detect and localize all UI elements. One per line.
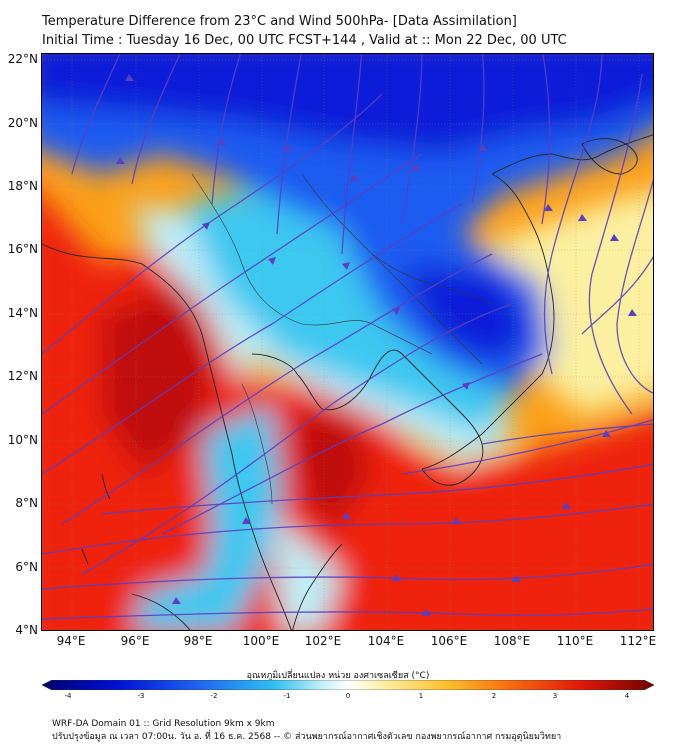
lon-label: 98°E	[183, 634, 213, 648]
arrowhead	[202, 222, 210, 230]
lat-label: 16°N	[7, 242, 38, 256]
lat-label: 6°N	[15, 560, 38, 574]
streamline	[543, 54, 603, 375]
lat-label: 8°N	[15, 496, 38, 510]
arrowhead	[242, 517, 251, 524]
streamline	[471, 54, 485, 205]
streamline	[616, 178, 653, 394]
lat-label: 18°N	[7, 179, 38, 193]
arrowhead	[342, 262, 350, 270]
footer-line-1: WRF-DA Domain 01 :: Grid Resolution 9km …	[52, 719, 275, 729]
arrowhead	[452, 517, 461, 524]
arrowhead	[628, 309, 637, 316]
colorbar	[42, 680, 654, 690]
arrowhead	[512, 575, 521, 582]
arrowhead	[268, 257, 276, 265]
lon-label: 104°E	[367, 634, 405, 648]
lat-label: 4°N	[15, 623, 38, 637]
streamline	[42, 563, 653, 590]
title-line-1: Temperature Difference from 23°C and Win…	[42, 14, 517, 29]
lon-label: 94°E	[56, 634, 86, 648]
lat-label: 10°N	[7, 433, 38, 447]
streamline	[161, 353, 543, 535]
colorbar-tick: 0	[345, 692, 351, 700]
graticule	[42, 54, 653, 630]
arrowhead	[544, 204, 553, 211]
temperature-field	[42, 54, 653, 630]
arrowhead	[283, 144, 292, 151]
streamline	[61, 253, 493, 525]
streamline	[588, 73, 643, 415]
arrowhead	[562, 502, 571, 509]
arrowhead	[392, 574, 401, 581]
streamline	[481, 423, 653, 445]
colorbar-tick: 1	[418, 692, 424, 700]
lat-label: 14°N	[7, 306, 38, 320]
streamline	[42, 608, 653, 620]
arrowhead	[392, 307, 400, 315]
colorbar-tick: -2	[210, 692, 218, 700]
streamline	[581, 256, 653, 335]
lon-label: 106°E	[430, 634, 468, 648]
streamline	[541, 54, 551, 225]
chart-title: Temperature Difference from 23°C and Win…	[42, 12, 567, 50]
colorbar-tick: 4	[624, 692, 630, 700]
arrowhead	[578, 214, 587, 221]
streamline	[81, 303, 513, 575]
streamline	[71, 54, 121, 175]
wind-streamlines	[42, 54, 653, 620]
colorbar-tick: 3	[552, 692, 558, 700]
colorbar-tick: -4	[64, 692, 72, 700]
lon-label: 96°E	[120, 634, 150, 648]
streamline	[211, 54, 242, 205]
wind-arrowheads	[116, 74, 637, 616]
colorbar-tick: -1	[283, 692, 291, 700]
streamline	[42, 503, 653, 555]
streamline	[42, 93, 383, 355]
arrowhead	[217, 138, 226, 145]
arrowhead	[342, 512, 351, 519]
coastlines	[42, 134, 653, 630]
lon-label: 108°E	[493, 634, 531, 648]
streamline	[42, 203, 463, 475]
arrowhead	[422, 609, 431, 616]
arrowhead	[462, 382, 470, 390]
arrowhead	[610, 234, 619, 241]
streamline	[401, 54, 423, 225]
streamline	[42, 153, 423, 415]
colorbar-tick: 2	[491, 692, 497, 700]
lon-label: 112°E	[619, 634, 657, 648]
arrowhead	[172, 597, 181, 604]
arrowhead	[602, 430, 611, 437]
arrowhead	[350, 174, 359, 181]
streamline	[341, 54, 363, 255]
lon-label: 102°E	[304, 634, 342, 648]
footer: WRF-DA Domain 01 :: Grid Resolution 9km …	[52, 718, 561, 744]
streamline	[131, 54, 181, 185]
arrowhead	[412, 164, 421, 171]
lat-label: 20°N	[7, 116, 38, 130]
lat-label: 22°N	[7, 52, 38, 66]
streamline	[401, 419, 653, 475]
streamline	[276, 54, 302, 235]
streamline	[101, 463, 653, 515]
lon-label: 100°E	[242, 634, 280, 648]
temperature-map	[42, 54, 653, 630]
arrowhead	[116, 157, 125, 164]
map-panel	[41, 53, 654, 631]
footer-line-2: ปรับปรุงข้อมูล ณ เวลา 07:00น. วัน อ. ที่…	[52, 732, 562, 742]
lon-label: 110°E	[556, 634, 594, 648]
title-line-2: Initial Time : Tuesday 16 Dec, 00 UTC FC…	[42, 33, 567, 48]
arrowhead	[479, 144, 488, 151]
arrowhead	[125, 74, 134, 81]
lat-label: 12°N	[7, 369, 38, 383]
colorbar-tick: -3	[137, 692, 145, 700]
colorbar-title: อุณหภูมิเปลี่ยนแปลง หน่วย องศาเซลเซียส (…	[246, 671, 430, 681]
